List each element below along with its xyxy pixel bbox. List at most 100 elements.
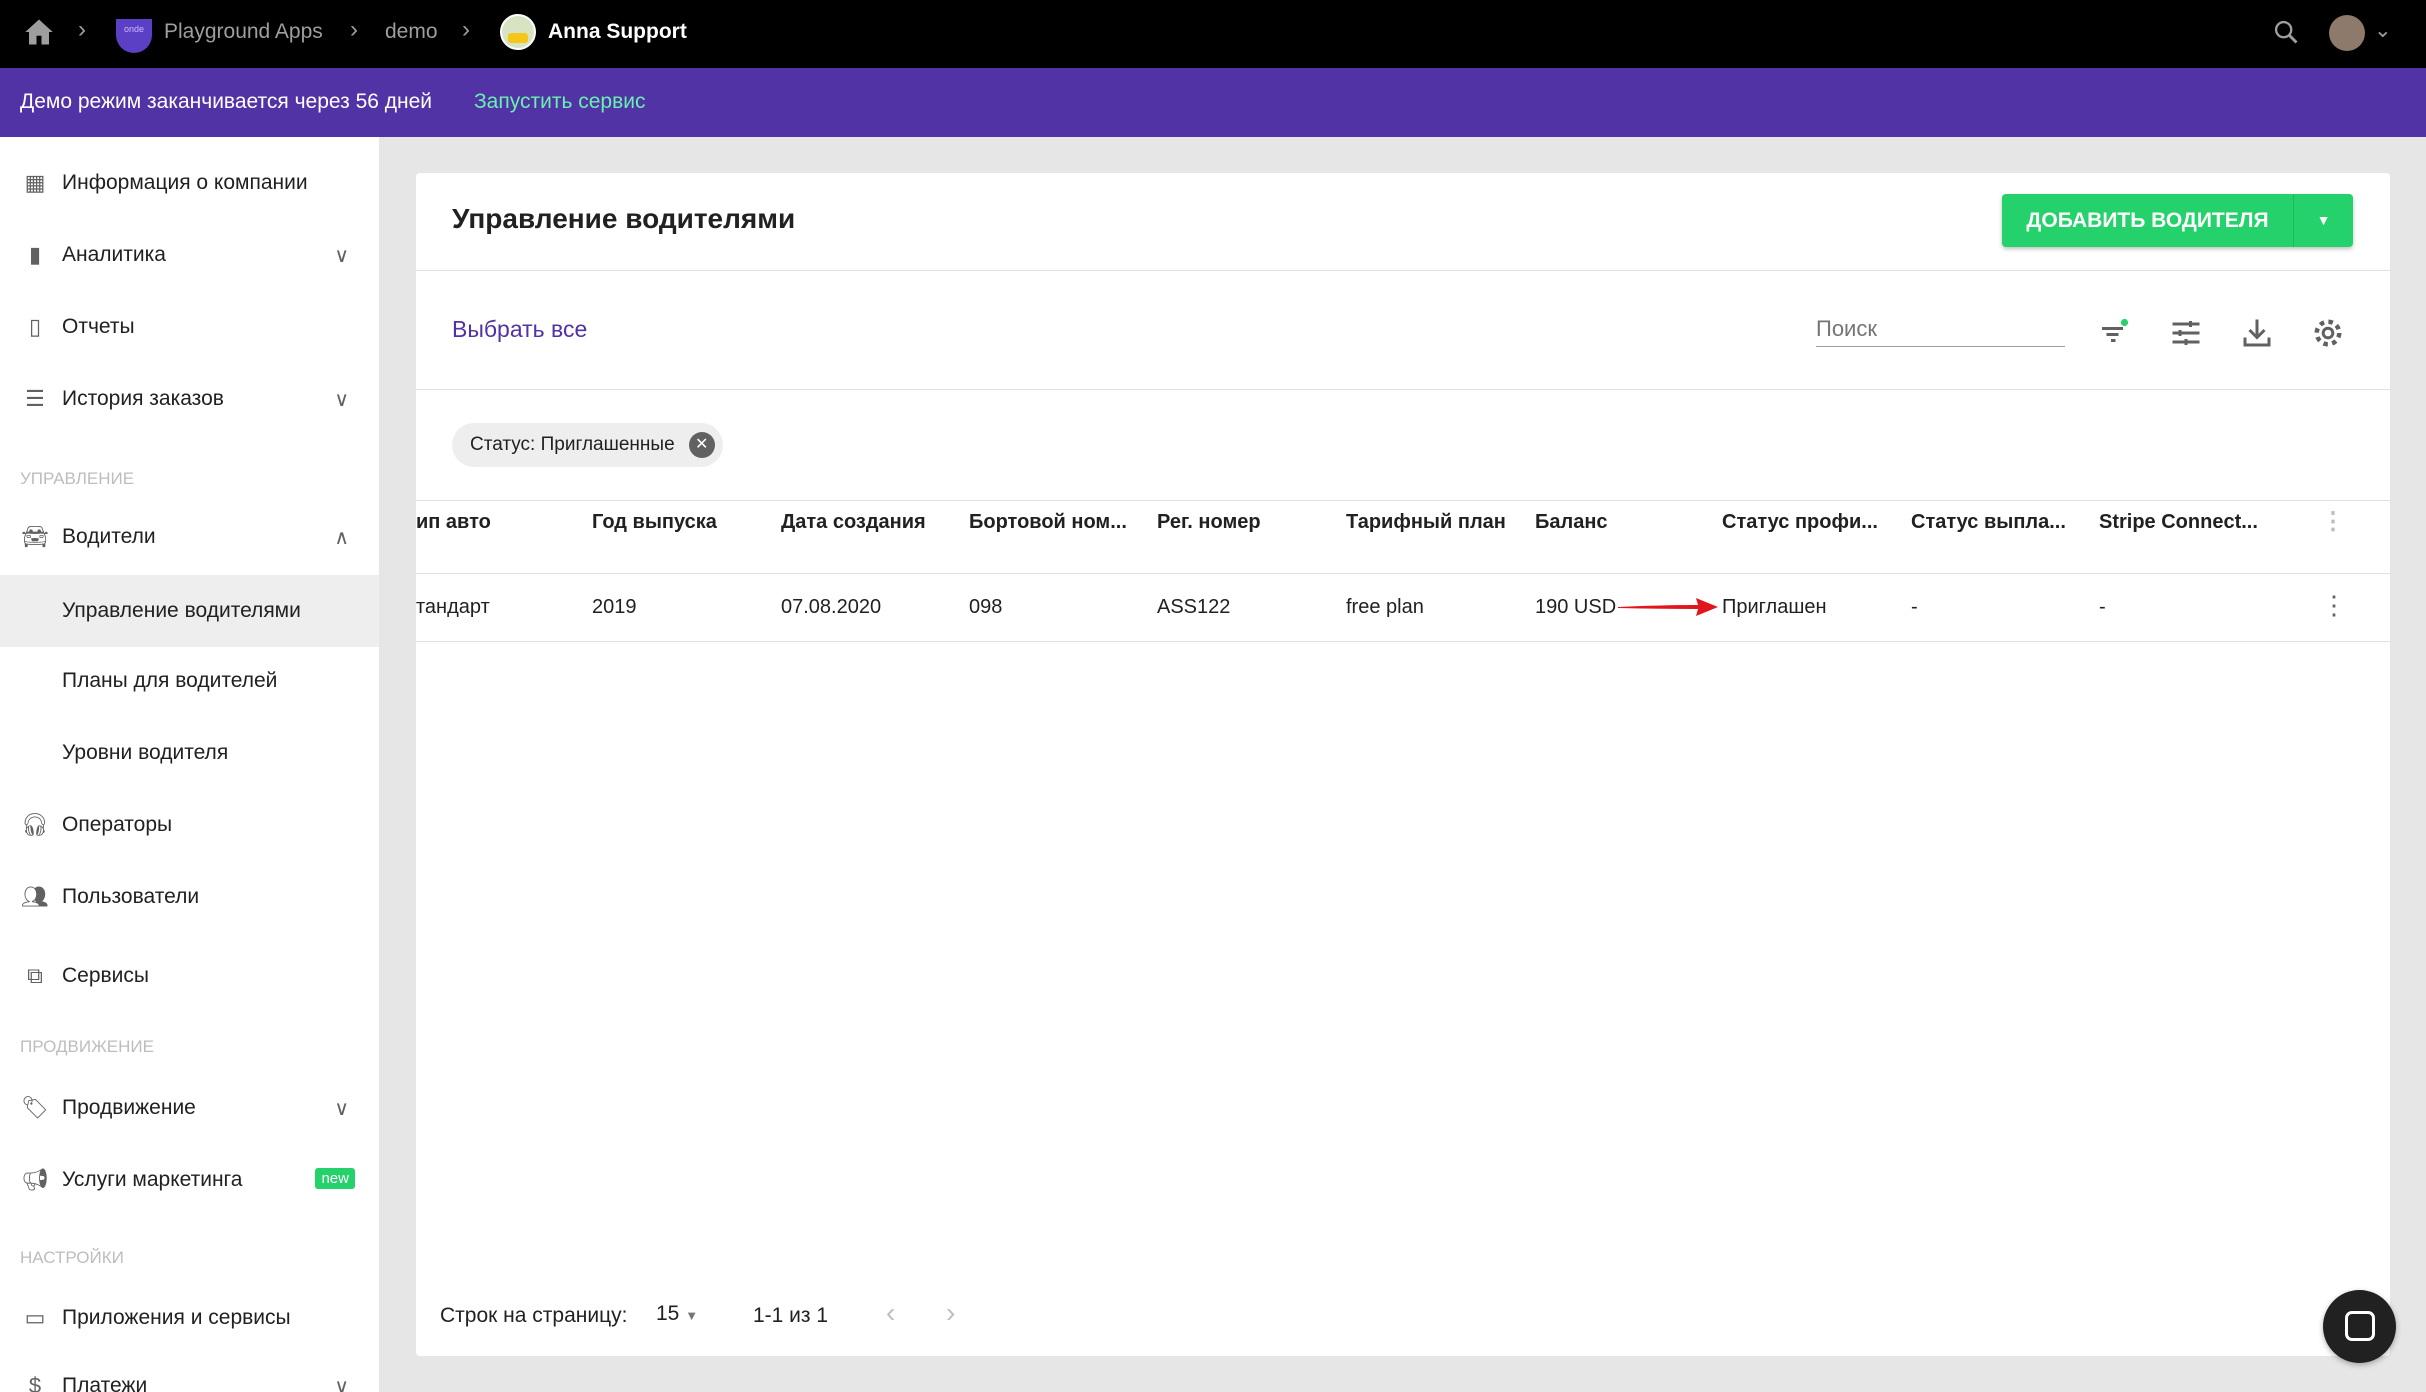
bar-chart-icon: ▮ (28, 242, 42, 267)
sidebar-item-promo[interactable]: 🏷︎ Продвижение ∨ (0, 1072, 379, 1144)
breadcrumb-org[interactable]: Playground Apps (164, 20, 323, 43)
pagination-range: 1-1 из 1 (753, 1304, 829, 1327)
sidebar-item-driver-levels[interactable]: Уровни водителя (0, 717, 379, 789)
column-header[interactable]: Дата создания (781, 511, 926, 533)
table-header: ип авто Год выпуска Дата создания Бортов… (416, 508, 2390, 559)
column-header[interactable]: Баланс (1535, 511, 1608, 533)
sidebar-item-label: Приложения и сервисы (62, 1306, 291, 1329)
cell-balance: 190 USD (1535, 596, 1617, 618)
drivers-card: Управление водителями ДОБАВИТЬ ВОДИТЕЛЯ … (416, 173, 2390, 1356)
caret-down-icon[interactable]: ▼ (2293, 194, 2353, 247)
table-row[interactable]: тандарт 2019 07.08.2020 098 ASS122 free … (416, 574, 2390, 642)
filter-chip-label: Статус: Приглашенные (470, 434, 675, 455)
column-header[interactable]: Бортовой ном... (969, 511, 1127, 533)
column-header[interactable]: ип авто (416, 511, 491, 533)
sidebar-item-users[interactable]: 👥︎ Пользователи (0, 861, 379, 933)
column-header[interactable]: Статус выпла... (1911, 511, 2066, 533)
sidebar-item-drivers[interactable]: 🚘︎ Водители ∧ (0, 501, 379, 573)
cell-reg-number: ASS122 (1157, 596, 1231, 618)
section-settings: НАСТРОЙКИ (20, 1248, 124, 1267)
sidebar-item-order-history[interactable]: ☰ История заказов ∨ (0, 363, 379, 435)
list-icon: ☰ (25, 386, 45, 411)
columns-menu-icon[interactable]: ⋮ (2321, 508, 2345, 535)
home-icon[interactable] (24, 18, 54, 46)
sidebar-item-operators[interactable]: 🎧︎ Операторы (0, 789, 379, 861)
add-driver-split-button: ДОБАВИТЬ ВОДИТЕЛЯ ▼ (2002, 194, 2353, 247)
search-input[interactable] (1816, 311, 2065, 347)
demo-text: Демо режим заканчивается через 56 дней (20, 90, 433, 113)
sidebar-item-label: Платежи (62, 1374, 148, 1392)
users-icon: 👥︎ (21, 884, 49, 909)
cell-board-number: 098 (969, 596, 1003, 618)
chevron-up-icon: ∧ (334, 526, 349, 549)
rows-per-page-select[interactable]: 15 ▼ (656, 1302, 698, 1326)
download-icon[interactable] (2239, 315, 2275, 351)
chevron-down-icon: ∨ (334, 244, 349, 267)
page-title: Управление водителями (452, 203, 796, 234)
rows-per-page-label: Строк на страницу: (440, 1304, 628, 1327)
chat-button[interactable] (2323, 1290, 2396, 1363)
top-bar: › onde Playground Apps › demo › Anna Sup… (0, 0, 2426, 68)
column-header[interactable]: Тарифный план (1346, 511, 1506, 533)
chevron-down-icon: ∨ (334, 1375, 349, 1392)
breadcrumb-env[interactable]: demo (385, 20, 438, 43)
launch-service-link[interactable]: Запустить сервис (474, 90, 646, 113)
close-icon[interactable]: ✕ (688, 432, 715, 458)
sidebar-item-label: Аналитика (62, 243, 166, 266)
column-header[interactable]: Рег. номер (1157, 511, 1261, 533)
new-badge: new (315, 1168, 355, 1189)
sidebar-item-label: Отчеты (62, 315, 135, 338)
section-manage: УПРАВЛЕНИЕ (20, 469, 135, 488)
select-all-link[interactable]: Выбрать все (452, 316, 588, 342)
column-header[interactable]: Год выпуска (592, 511, 717, 533)
demo-banner: Демо режим заканчивается через 56 дней З… (0, 68, 2426, 137)
cell-stripe: - (2099, 596, 2106, 618)
column-header[interactable]: Статус профи... (1722, 511, 1878, 533)
settings-gear-icon[interactable] (2310, 315, 2346, 351)
payment-icon: $ (28, 1373, 42, 1392)
next-page-icon[interactable]: › (946, 1297, 956, 1328)
sidebar-item-label: Уровни водителя (62, 741, 229, 764)
prev-page-icon[interactable]: ‹ (886, 1297, 896, 1328)
cell-profile-status: Приглашен (1722, 596, 1827, 618)
sidebar-item-label: Информация о компании (62, 171, 308, 194)
column-header[interactable]: Stripe Connect... (2099, 511, 2258, 533)
sidebar-item-driver-plans[interactable]: Планы для водителей (0, 645, 379, 717)
filter-icon[interactable] (2096, 315, 2132, 351)
search-icon[interactable] (2272, 18, 2300, 46)
row-menu-icon[interactable]: ⋮ (2321, 590, 2347, 620)
tune-icon[interactable] (2168, 315, 2204, 351)
chevron-right-icon: › (78, 16, 86, 43)
tag-icon: 🏷︎ (21, 1095, 49, 1120)
report-icon: ▯ (28, 314, 42, 339)
sidebar-item-apps[interactable]: ▭ Приложения и сервисы (0, 1282, 379, 1354)
dashboard-icon: ▦ (24, 170, 46, 195)
sidebar-item-driver-management[interactable]: Управление водителями (0, 575, 379, 647)
user-avatar[interactable] (2329, 15, 2365, 51)
org-logo: onde (116, 19, 152, 53)
sidebar-item-analytics[interactable]: ▮ Аналитика ∨ (0, 219, 379, 291)
sidebar-item-label: Планы для водителей (62, 669, 278, 692)
section-promo: ПРОДВИЖЕНИЕ (20, 1037, 154, 1056)
sidebar-item-reports[interactable]: ▯ Отчеты (0, 291, 379, 363)
chat-icon (2345, 1311, 2375, 1341)
add-driver-button[interactable]: ДОБАВИТЬ ВОДИТЕЛЯ (2026, 209, 2269, 232)
sidebar-item-company[interactable]: ▦ Информация о компании (0, 147, 379, 219)
sidebar-item-label: Водители (62, 525, 156, 548)
chevron-down-icon[interactable]: ⌄ (2374, 19, 2392, 42)
breadcrumb-user[interactable]: Anna Support (548, 20, 687, 43)
cell-plan: free plan (1346, 596, 1424, 618)
sidebar-item-label: История заказов (62, 387, 224, 410)
filter-chip[interactable]: Статус: Приглашенные ✕ (452, 423, 723, 467)
sidebar: ▦ Информация о компании ▮ Аналитика ∨ ▯ Отче… (0, 137, 379, 1392)
headset-icon: 🎧︎ (21, 812, 49, 837)
chevron-down-icon: ∨ (334, 388, 349, 411)
cell-year: 2019 (592, 596, 637, 618)
sidebar-item-payments[interactable]: $ Платежи ∨ (0, 1350, 379, 1392)
sidebar-item-label: Продвижение (62, 1096, 196, 1119)
chevron-right-icon: › (462, 16, 470, 43)
sidebar-item-marketing[interactable]: 📢︎ Услуги маркетинга new (0, 1144, 379, 1216)
sidebar-item-label: Пользователи (62, 885, 200, 908)
divider (416, 573, 2390, 574)
sidebar-item-services[interactable]: ⧉ Сервисы (0, 940, 379, 1012)
